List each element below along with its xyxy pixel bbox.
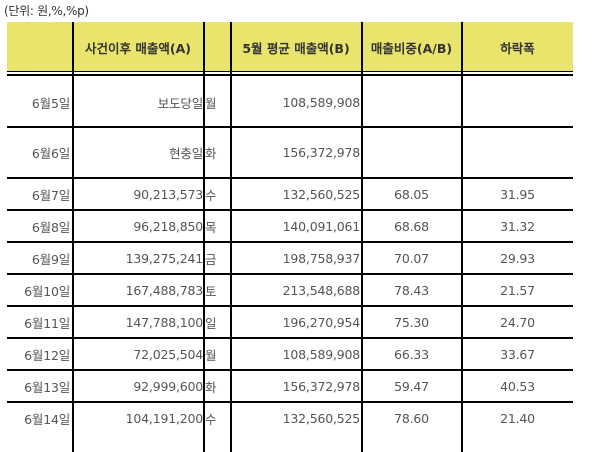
cell-weekday: 화 [205,379,217,395]
cell-date: 6월8일 [31,219,70,235]
cell-sales-ratio: 59.47 [394,378,429,394]
cell-may-average-sales: 132,560,525 [282,410,361,426]
cell-sales-after-incident: 보도당일 [157,95,203,111]
header-drop: 하락폭 [500,40,535,56]
cell-sales-ratio: 68.68 [394,218,429,234]
header-day [204,22,230,72]
cell-weekday: 수 [205,411,217,427]
cell-may-average-sales: 140,091,061 [282,218,361,234]
cell-sales-ratio: 70.07 [394,250,429,266]
table-row: 6월6일 현충일 화 156,372,978 [7,127,573,178]
column-divider [461,22,463,452]
cell-may-average-sales: 196,270,954 [282,314,361,330]
cell-drop [462,77,573,127]
cell-date: 6월9일 [31,251,70,267]
cell-sales-after-incident: 72,025,504 [133,346,203,362]
row-divider [7,241,573,243]
cell-date: 6월13일 [24,379,70,395]
cell-drop: 29.93 [500,250,535,266]
table-row: 6월5일 보도당일 월 108,589,908 [7,77,573,127]
cell-sales-after-incident: 167,488,783 [125,282,204,298]
cell-sales-ratio: 68.05 [394,186,429,202]
cell-sales-after-incident: 현충일 [169,146,203,161]
cell-may-average-sales: 156,372,978 [282,145,361,160]
cell-may-average-sales: 132,560,525 [282,186,361,202]
row-divider [7,337,573,339]
header-date [7,22,72,72]
cell-may-average-sales: 198,758,937 [282,250,361,266]
column-divider [230,22,232,452]
sales-table: 사건이후 매출액(A) 5월 평균 매출액(B) 매출비중(A/B) 하락폭 6… [7,22,573,452]
unit-label: (단위: 원,%,%p) [4,4,89,18]
cell-drop: 21.40 [500,410,535,426]
cell-sales-ratio: 66.33 [394,346,429,362]
cell-sales-after-incident: 139,275,241 [125,250,204,266]
cell-drop: 31.95 [500,186,535,202]
row-divider [7,273,573,275]
column-divider [361,22,363,452]
cell-drop: 33.67 [500,346,535,362]
cell-drop [462,127,573,178]
cell-sales-after-incident: 96,218,850 [133,218,203,234]
table-row: 6월7일 90,213,573 수 132,560,525 68.05 31.95 [7,178,573,210]
table-row: 6월12일 72,025,504 월 108,589,908 66.33 33.67 [7,338,573,370]
cell-weekday: 목 [205,219,217,235]
cell-weekday: 일 [205,315,217,331]
table-row: 6월14일 104,191,200 수 132,560,525 78.60 21.40 [7,402,573,434]
cell-may-average-sales: 108,589,908 [282,94,361,110]
header-sales-ratio: 매출비중(A/B) [370,40,453,56]
cell-sales-after-incident: 92,999,600 [133,378,203,394]
row-divider [7,305,573,307]
cell-sales-ratio [362,77,461,127]
cell-date: 6월5일 [31,95,70,111]
cell-sales-ratio: 75.30 [394,314,429,330]
cell-may-average-sales: 213,548,688 [282,282,361,298]
row-divider [7,401,573,403]
cell-sales-after-incident: 90,213,573 [133,186,203,202]
cell-weekday: 화 [205,146,217,161]
cell-date: 6월11일 [24,315,70,331]
cell-date: 6월12일 [24,347,70,363]
row-divider [7,126,573,128]
cell-drop: 40.53 [500,378,535,394]
cell-drop: 31.32 [500,218,535,234]
cell-date: 6월10일 [24,283,70,299]
cell-date: 6월6일 [31,146,70,161]
table-row: 6월9일 139,275,241 금 198,758,937 70.07 29.93 [7,242,573,274]
cell-drop: 21.57 [500,282,535,298]
table-row: 6월10일 167,488,783 토 213,548,688 78.43 21.57 [7,274,573,306]
column-divider [72,22,74,452]
cell-date: 6월7일 [31,187,70,203]
cell-date: 6월14일 [24,411,70,427]
cell-sales-ratio: 78.43 [394,282,429,298]
cell-weekday: 월 [205,347,217,363]
row-divider [7,209,573,211]
cell-sales-ratio [362,127,461,178]
cell-weekday: 토 [205,283,217,299]
cell-drop: 24.70 [500,314,535,330]
cell-weekday: 월 [205,95,217,111]
header-double-divider [7,71,573,76]
cell-sales-after-incident: 147,788,100 [125,314,204,330]
cell-weekday: 금 [205,251,217,267]
header-sales-after-incident: 사건이후 매출액(A) [85,40,191,56]
row-divider [7,369,573,371]
cell-may-average-sales: 108,589,908 [282,346,361,362]
cell-may-average-sales: 156,372,978 [282,378,361,394]
table-row: 6월8일 96,218,850 목 140,091,061 68.68 31.32 [7,210,573,242]
column-divider [203,22,205,452]
header-may-average-sales: 5월 평균 매출액(B) [242,40,350,56]
cell-sales-ratio: 78.60 [394,410,429,426]
row-divider [7,177,573,179]
table-row: 6월11일 147,788,100 일 196,270,954 75.30 24.70 [7,306,573,338]
table-header: 사건이후 매출액(A) 5월 평균 매출액(B) 매출비중(A/B) 하락폭 [7,22,573,72]
cell-sales-after-incident: 104,191,200 [125,410,204,426]
cell-weekday: 수 [205,187,217,203]
table-row: 6월13일 92,999,600 화 156,372,978 59.47 40.53 [7,370,573,402]
